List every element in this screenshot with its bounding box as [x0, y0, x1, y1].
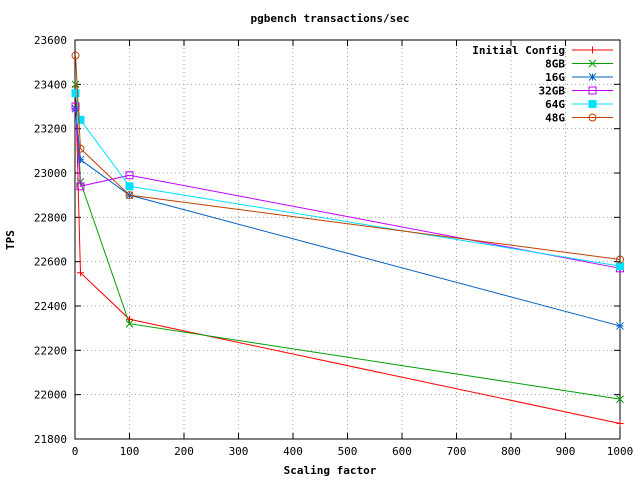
legend-entry: 8GB [545, 58, 613, 71]
x-tick-label: 900 [556, 445, 576, 458]
legend-label: Initial Config [472, 44, 565, 57]
y-tick-label: 23600 [34, 34, 67, 47]
axes: 0 100 200 300 400 500 600 700 800 900 1000 21800 220… [34, 34, 633, 458]
chart-title: pgbench transactions/sec [251, 12, 410, 25]
x-tick-label: 600 [392, 445, 412, 458]
x-tick-label: 200 [174, 445, 194, 458]
data-point [125, 171, 134, 180]
legend-entry: Initial Config [472, 44, 613, 57]
data-point [76, 182, 85, 191]
data-point [71, 89, 80, 98]
legend-marker [589, 46, 596, 54]
y-tick-label: 21800 [34, 433, 67, 446]
y-tick-label: 22600 [34, 256, 67, 269]
y-tick-label: 23000 [34, 167, 67, 180]
y-tick-label: 22800 [34, 211, 67, 224]
legend-label: 16G [545, 71, 565, 84]
legend-entry: 16G [545, 71, 613, 84]
x-tick-label: 100 [120, 445, 140, 458]
series-line [75, 84, 621, 400]
y-axis-label: TPS [4, 230, 17, 250]
data-point [76, 115, 85, 124]
plot-frame [74, 39, 621, 440]
data-point [76, 144, 85, 153]
legend-marker [588, 73, 597, 81]
y-tick-label: 23200 [34, 123, 67, 136]
data-point [76, 155, 85, 164]
legend-label: 64G [545, 98, 565, 111]
y-tick-label: 22200 [34, 344, 67, 357]
legend-marker [588, 86, 597, 95]
x-tick-label: 500 [338, 445, 358, 458]
series-layer [71, 51, 624, 427]
data-point [125, 319, 134, 328]
x-tick-label: 0 [72, 445, 79, 458]
legend-label: 8GB [545, 58, 565, 71]
series-line [75, 55, 621, 260]
x-axis-label: Scaling factor [284, 464, 377, 477]
legend-entry: 64G [545, 98, 613, 111]
legend-label: 32GB [539, 85, 566, 98]
data-point [76, 269, 84, 277]
data-point [616, 255, 624, 264]
x-tick-label: 300 [229, 445, 249, 458]
legend-entry: 48G [545, 112, 613, 125]
data-point [71, 80, 80, 89]
data-point [616, 419, 624, 427]
data-point [71, 51, 80, 60]
series-48g [71, 51, 624, 264]
legend-entry: 32GB [539, 85, 613, 98]
data-point [616, 395, 624, 403]
legend-marker [588, 100, 597, 108]
grid-lines [75, 40, 620, 439]
legend-label: 48G [545, 112, 565, 125]
data-point [125, 191, 134, 200]
series-line [75, 108, 621, 327]
y-tick-label: 23400 [34, 78, 67, 91]
legend-marker [588, 113, 597, 122]
data-point [616, 322, 624, 330]
data-point [125, 182, 134, 191]
data-point [71, 102, 80, 111]
legend-marker [588, 59, 597, 68]
x-tick-label: 400 [283, 445, 303, 458]
series-initial-config [72, 83, 624, 427]
y-tick-label: 22400 [34, 300, 67, 313]
data-point [126, 315, 133, 323]
x-tick-label: 1000 [607, 445, 634, 458]
x-tick-label: 700 [447, 445, 467, 458]
data-point [616, 262, 624, 271]
x-tick-label: 800 [501, 445, 521, 458]
y-tick-label: 22000 [34, 389, 67, 402]
